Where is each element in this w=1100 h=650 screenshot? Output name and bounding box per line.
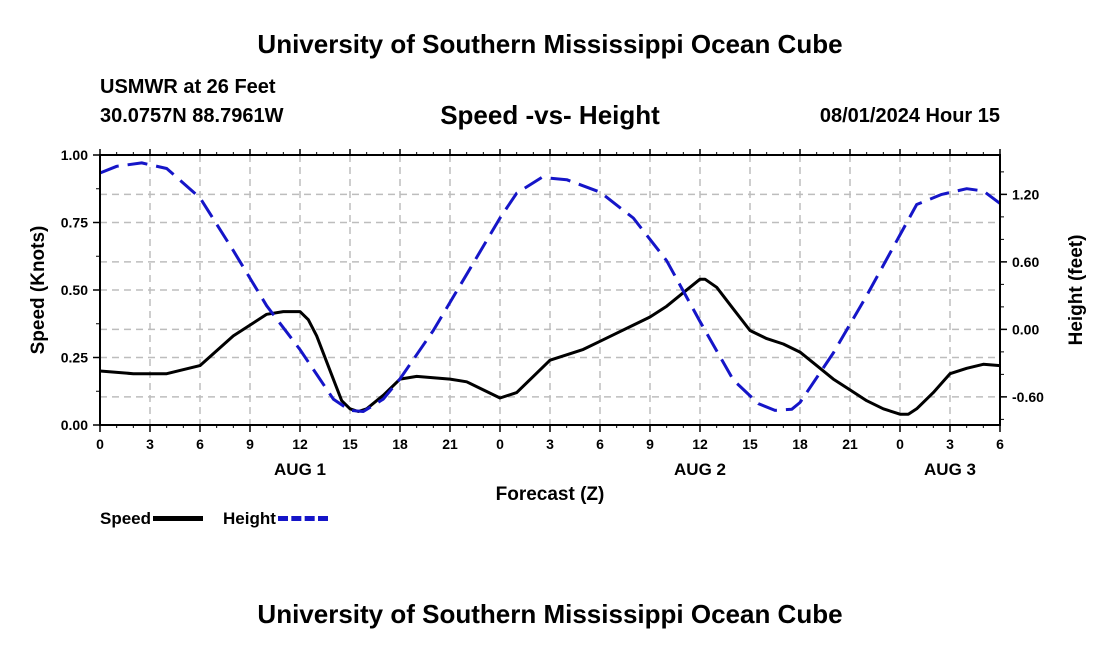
x-tick-label: 3 [146,436,154,452]
x-tick-label: 9 [246,436,254,452]
x-tick-label: 6 [596,436,604,452]
x-tick-label: 6 [196,436,204,452]
y2-tick-label: 0.60 [1012,254,1039,270]
chart-subtitle: Speed -vs- Height [440,100,660,130]
y-tick-label: 1.00 [61,147,88,163]
station-label: USMWR at 26 Feet [100,76,276,98]
y-tick-label: 0.25 [61,350,88,366]
x-tick-label: 21 [442,436,458,452]
station-coordinates: 30.0757N 88.7961W [100,105,284,127]
y-axis-title: Speed (Knots) [28,226,49,355]
plot-frame [99,154,1001,426]
x-tick-label: 12 [692,436,708,452]
y-tick-label: 0.50 [61,282,88,298]
x-tick-label: 15 [342,436,358,452]
page-title: University of Southern Mississippi Ocean… [257,29,843,59]
legend-speed-swatch [153,516,204,522]
x-axis-title: Forecast (Z) [496,484,605,505]
x-tick-label: 0 [496,436,504,452]
legend-speed-label: Speed [100,508,152,528]
x-tick-label: 12 [292,436,308,452]
legend-height-swatch [277,516,328,522]
date-label: AUG 3 [924,460,976,479]
x-tick-label: 0 [896,436,904,452]
legend-height-label: Height [223,508,276,528]
y-tick-label: 0.75 [61,215,88,231]
forecast-datetime: 08/01/2024 Hour 15 [819,105,1000,127]
date-label: AUG 1 [274,460,326,479]
x-tick-label: 6 [996,436,1004,452]
series-line-height [99,161,1001,413]
footer-title: University of Southern Mississippi Ocean… [257,599,843,629]
x-tick-label: 3 [546,436,554,452]
x-tick-label: 3 [946,436,954,452]
y2-tick-label: 1.20 [1012,186,1039,202]
y2-tick-label: 0.00 [1012,321,1039,337]
x-tick-label: 18 [792,436,808,452]
date-label: AUG 2 [674,460,726,479]
y-tick-label: 0.00 [61,417,88,433]
series-line-speed [99,277,1001,416]
chart-legend: Speed Height [100,508,328,529]
x-tick-label: 18 [392,436,408,452]
x-tick-label: 21 [842,436,858,452]
y2-tick-label: -0.60 [1012,389,1044,405]
y2-axis-title: Height (feet) [1066,235,1087,346]
x-tick-label: 0 [96,436,104,452]
x-tick-label: 15 [742,436,758,452]
x-tick-label: 9 [646,436,654,452]
